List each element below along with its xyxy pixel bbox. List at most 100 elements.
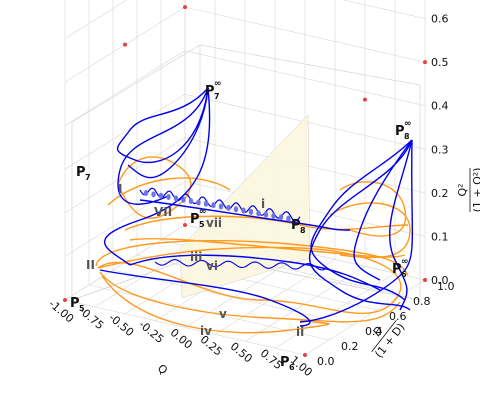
critical-point-markers bbox=[63, 5, 427, 357]
spiral-node bbox=[278, 214, 284, 221]
spiral-node bbox=[241, 207, 246, 214]
y-tick-label: 0.6 bbox=[389, 310, 407, 323]
spiral-node bbox=[173, 195, 179, 202]
trajectory-orange bbox=[101, 275, 330, 334]
spiral-node bbox=[151, 191, 156, 198]
trajectory-blue bbox=[139, 199, 351, 231]
label-P8-inf-sup: ∞ bbox=[404, 119, 412, 129]
z-tick-label: 0.5 bbox=[431, 56, 449, 69]
trajectory-orange bbox=[117, 156, 192, 219]
trajectory-blue bbox=[299, 139, 414, 323]
spiral-node bbox=[158, 192, 164, 199]
spiral-node bbox=[248, 208, 254, 215]
z-axis: 0.00.10.20.30.40.50.60.7 bbox=[431, 13, 449, 287]
label-P6-inf-sup: ∞ bbox=[401, 257, 409, 267]
spiral-node bbox=[233, 206, 239, 213]
z-axis-label: Q² (1 + Q²) bbox=[456, 168, 480, 213]
spiral-node bbox=[143, 190, 149, 196]
region-label-iii: iii bbox=[190, 250, 202, 264]
trajectory-orange bbox=[329, 202, 411, 259]
spiral-node bbox=[196, 199, 201, 206]
label-P7-inf: P 7 ∞ bbox=[205, 79, 222, 101]
label-P6-inf: P 6 ∞ bbox=[392, 257, 409, 279]
label-P7: P 7 bbox=[76, 165, 91, 182]
y-tick-label: 0.2 bbox=[341, 340, 359, 353]
critical-point-marker bbox=[423, 278, 427, 282]
x-tick-label: 0.00 bbox=[168, 326, 195, 352]
trajectory-blue bbox=[103, 87, 211, 266]
trajectories bbox=[95, 87, 414, 334]
critical-point-marker bbox=[423, 60, 427, 65]
label-P5-sub: 5 bbox=[79, 304, 85, 313]
label-P6-letter: P bbox=[280, 355, 290, 370]
label-P8-inf-letter: P bbox=[395, 124, 405, 139]
label-P7-inf-sup: ∞ bbox=[214, 79, 222, 89]
label-P8-sub: 8 bbox=[300, 226, 306, 235]
trajectory-blue bbox=[309, 139, 413, 311]
y-axis-label-bar bbox=[371, 319, 397, 353]
label-P8-inf-sub: 8 bbox=[404, 132, 410, 141]
critical-point-marker bbox=[123, 42, 127, 47]
z-tick-label: 0.4 bbox=[431, 100, 449, 113]
label-P8-letter: P bbox=[291, 218, 301, 233]
x-axis: -1.00 -0.75 -0.50 -0.25 0.00 0.25 0.50 0.75 1.00 bbox=[46, 297, 315, 379]
region-label-iv: iv bbox=[200, 324, 212, 338]
pane-edge bbox=[71, 254, 201, 301]
region-label-i: i bbox=[261, 197, 265, 211]
spiral-node bbox=[286, 215, 291, 222]
critical-point-marker bbox=[183, 5, 187, 10]
grid-line bbox=[112, 0, 354, 326]
label-P8: P 8 bbox=[291, 218, 306, 235]
trajectory-blue bbox=[127, 87, 209, 179]
spiral-node bbox=[263, 211, 269, 218]
spiral-node bbox=[256, 210, 261, 217]
label-P7-letter: P bbox=[76, 165, 86, 180]
critical-point-marker bbox=[303, 353, 307, 357]
trajectory-orange bbox=[95, 239, 409, 276]
z-tick-label: 0.2 bbox=[431, 187, 449, 200]
spiral-node bbox=[181, 196, 186, 203]
region-label-vi: vi bbox=[206, 259, 218, 273]
label-P7-inf-sub: 7 bbox=[214, 92, 220, 101]
spiral-node bbox=[218, 203, 224, 210]
label-P5-inf-sub: 5 bbox=[199, 220, 205, 229]
z-axis-label-num: Q² bbox=[456, 183, 469, 196]
z-tick-label: 0.3 bbox=[431, 143, 449, 156]
label-P6: P 6 bbox=[280, 355, 295, 372]
spiral-chain bbox=[139, 187, 301, 222]
label-P5-inf-sup: ∞ bbox=[199, 207, 207, 217]
label-P5-letter: P bbox=[70, 296, 80, 311]
critical-point-marker bbox=[183, 223, 187, 227]
label-P7-inf-letter: P bbox=[205, 84, 215, 99]
x-axis-label: Q bbox=[155, 362, 171, 378]
label-P5: P 5 bbox=[70, 296, 85, 313]
grid-line bbox=[88, 0, 330, 341]
spiral-node bbox=[166, 194, 171, 201]
z-tick-label: 0.6 bbox=[431, 13, 449, 26]
critical-point-marker bbox=[63, 298, 67, 302]
trajectory-orange bbox=[97, 246, 402, 314]
y-tick-label: 0.4 bbox=[365, 325, 383, 338]
region-label-VII: VII bbox=[154, 205, 172, 219]
region-label-v: v bbox=[219, 307, 227, 321]
label-P5-inf-letter: P bbox=[190, 212, 200, 227]
x-tick-label: 0.50 bbox=[228, 340, 255, 366]
trajectory-orange bbox=[107, 177, 231, 206]
label-P6-inf-letter: P bbox=[392, 262, 402, 277]
label-P5-inf: P 5 ∞ bbox=[190, 207, 207, 229]
y-tick-label: 1.0 bbox=[437, 280, 455, 293]
z-tick-label: 0.1 bbox=[431, 230, 449, 243]
y-tick-label: 0.0 bbox=[317, 355, 335, 368]
spiral-node bbox=[226, 204, 231, 211]
grid-line bbox=[64, 0, 426, 39]
spiral-node bbox=[203, 200, 209, 207]
label-P7-sub: 7 bbox=[85, 173, 91, 182]
spiral-node bbox=[211, 202, 216, 209]
trajectory-blue bbox=[388, 139, 413, 311]
region-label-II: II bbox=[86, 258, 95, 272]
trajectory-blue bbox=[117, 87, 209, 205]
spiral-node bbox=[271, 212, 276, 219]
trajectory-blue bbox=[129, 254, 381, 291]
z-tick-label: 0.0 bbox=[431, 274, 449, 287]
